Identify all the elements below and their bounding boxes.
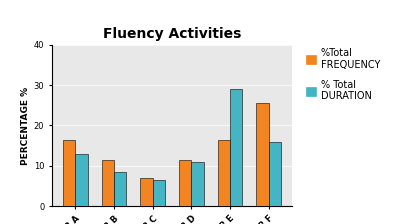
Bar (114, 172, 126, 206)
Bar (102, 160, 114, 206)
Bar (63, 140, 75, 206)
Bar (230, 89, 242, 206)
Y-axis label: PERCENTAGE %: PERCENTAGE % (20, 86, 30, 164)
Bar (75, 154, 88, 206)
Bar (256, 103, 269, 206)
Bar (140, 178, 153, 206)
Bar (269, 142, 281, 206)
Legend: %Total
FREQUENCY, % Total
DURATION: %Total FREQUENCY, % Total DURATION (304, 46, 382, 103)
Bar (218, 140, 230, 206)
Bar (179, 160, 191, 206)
Bar (153, 180, 165, 206)
Title: Fluency Activities: Fluency Activities (103, 27, 241, 41)
Bar (191, 162, 204, 206)
